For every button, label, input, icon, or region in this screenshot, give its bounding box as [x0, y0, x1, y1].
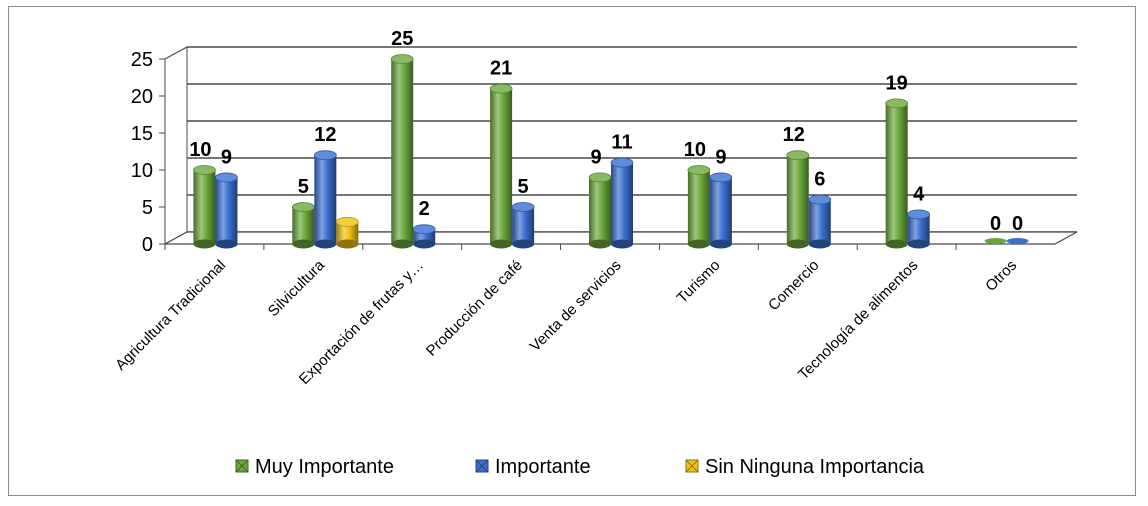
data-label-importante-silvicultura: 12 [314, 124, 336, 146]
bar-muy-importante-comercio [786, 150, 810, 249]
y-tick-label: 0 [142, 234, 153, 256]
y-tick-label: 10 [131, 160, 153, 182]
data-label-importante-comercio: 6 [814, 169, 825, 191]
bar-importante-venta-de-servicios [610, 157, 634, 249]
legend-item-sin-ninguna-importancia: Sin Ninguna Importancia [685, 456, 925, 478]
data-label-importante-produccion-de-cafe: 5 [518, 176, 529, 198]
bars [193, 54, 1029, 249]
bar-importante-turismo [709, 172, 733, 249]
y-tick-label: 15 [131, 123, 153, 145]
x-tick-label-comercio: Comercio [765, 257, 822, 314]
data-label-muy-importante-turismo: 10 [684, 139, 706, 161]
x-tick-label-venta-de-servicios: Venta de servicios [527, 257, 625, 355]
data-label-muy-importante-silvicultura: 5 [298, 176, 309, 198]
x-tick-label-turismo: Turismo [674, 257, 724, 307]
legend-label: Importante [495, 456, 591, 478]
bar-muy-importante-otros [984, 238, 1007, 244]
legend-label: Sin Ninguna Importancia [705, 456, 925, 478]
data-label-muy-importante-agricultura-tradicional: 10 [189, 139, 211, 161]
bar-sin-ninguna-importancia-silvicultura [335, 216, 359, 249]
legend-label: Muy Importante [255, 456, 394, 478]
data-label-importante-venta-de-servicios: 11 [611, 132, 632, 154]
bar-importante-tecnologia-de-alimentos [907, 209, 931, 249]
y-tick-label: 5 [142, 197, 153, 219]
data-label-muy-importante-tecnologia-de-alimentos: 19 [886, 72, 908, 94]
bar-muy-importante-produccion-de-cafe [489, 83, 513, 249]
data-label-muy-importante-produccion-de-cafe: 21 [490, 58, 512, 80]
bar-muy-importante-turismo [687, 165, 711, 249]
bar-importante-comercio [808, 194, 832, 249]
side-wall [164, 46, 188, 245]
x-tick-label-agricultura-tradicional: Agricultura Tradicional [112, 257, 229, 374]
data-label-importante-agricultura-tradicional: 9 [221, 146, 232, 168]
y-tick-label: 25 [131, 49, 153, 71]
x-tick-label-silvicultura: Silvicultura [265, 256, 329, 320]
data-labels: 10 9 5 12 25 2 21 5 9 11 10 9 12 6 19 4 0 0 [189, 28, 1023, 235]
bar-importante-silvicultura [313, 150, 337, 249]
bar-muy-importante-venta-de-servicios [588, 172, 612, 249]
y-tick-label: 20 [131, 86, 153, 108]
data-label-importante-turismo: 9 [715, 146, 726, 168]
legend-item-importante: Importante [475, 456, 591, 478]
data-label-importante-tecnologia-de-alimentos: 4 [913, 183, 925, 205]
legend-item-muy-importante: Muy Importante [235, 456, 394, 478]
data-label-muy-importante-venta-de-servicios: 9 [590, 146, 601, 168]
bar-muy-importante-exportacion-de-frutas-y [390, 54, 414, 249]
bar-importante-otros [1006, 238, 1029, 244]
x-tick-label-otros: Otros [982, 257, 1020, 295]
bar-muy-importante-silvicultura [291, 202, 315, 249]
legend: Muy Importante Importante Sin Ninguna Impo… [235, 456, 925, 478]
chart-frame [8, 6, 1136, 496]
data-label-importante-otros: 0 [1012, 213, 1023, 235]
bar-muy-importante-agricultura-tradicional [193, 165, 216, 249]
x-tick-label-produccion-de-cafe: Producción de café [423, 257, 526, 360]
bar-importante-produccion-de-cafe [511, 202, 535, 249]
bar-importante-exportacion-de-frutas-y [412, 224, 436, 249]
data-label-muy-importante-comercio: 12 [783, 124, 805, 146]
data-label-muy-importante-exportacion-de-frutas-y: 25 [391, 28, 413, 50]
data-label-importante-exportacion-de-frutas-y: 2 [419, 198, 430, 220]
data-label-muy-importante-otros: 0 [990, 213, 1001, 235]
bar-importante-agricultura-tradicional [215, 172, 238, 249]
bar-muy-importante-tecnologia-de-alimentos [885, 98, 909, 249]
